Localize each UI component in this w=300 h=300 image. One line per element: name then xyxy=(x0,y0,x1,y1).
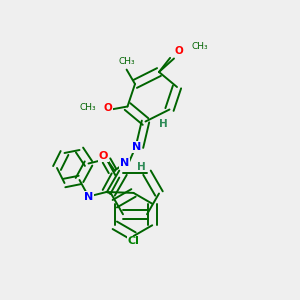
Text: CH₃: CH₃ xyxy=(80,103,96,112)
Text: CH₃: CH₃ xyxy=(118,57,135,66)
Text: N: N xyxy=(132,142,141,152)
Text: N: N xyxy=(120,158,129,169)
Text: H: H xyxy=(159,119,168,129)
Text: O: O xyxy=(99,151,108,161)
Text: H: H xyxy=(136,162,145,172)
Text: O: O xyxy=(103,103,112,113)
Text: Cl: Cl xyxy=(128,236,140,247)
Text: CH₃: CH₃ xyxy=(191,42,208,51)
Text: N: N xyxy=(84,191,93,202)
Text: O: O xyxy=(174,46,183,56)
